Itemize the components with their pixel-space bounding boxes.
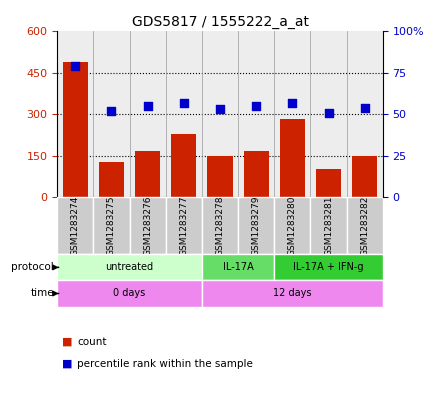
Bar [316,169,341,197]
Bar [274,197,311,254]
Bar [311,31,347,197]
Text: GSM1283278: GSM1283278 [216,196,224,256]
Text: ■: ■ [62,358,72,369]
Title: GDS5817 / 1555222_a_at: GDS5817 / 1555222_a_at [132,15,308,29]
Bar [202,31,238,197]
Bar [202,281,383,307]
Bar [99,162,124,197]
Bar [274,31,311,197]
Bar [207,156,233,197]
Bar [166,31,202,197]
Point [325,110,332,116]
Bar [57,197,93,254]
Text: untreated: untreated [106,263,154,272]
Text: percentile rank within the sample: percentile rank within the sample [77,358,253,369]
Point [108,108,115,114]
Bar [352,156,378,197]
Point [216,107,224,113]
Text: IL-17A: IL-17A [223,263,253,272]
Bar [202,254,274,281]
Text: GSM1283276: GSM1283276 [143,196,152,256]
Point [289,100,296,106]
Bar [135,151,160,197]
Bar [243,151,269,197]
Text: count: count [77,337,106,347]
Bar [238,31,274,197]
Bar [280,119,305,197]
Bar [93,31,129,197]
Text: GSM1283279: GSM1283279 [252,196,260,256]
Text: 0 days: 0 days [114,288,146,299]
Text: 12 days: 12 days [273,288,312,299]
Point [144,103,151,109]
Bar [311,197,347,254]
Text: GSM1283281: GSM1283281 [324,196,333,256]
Bar [62,62,88,197]
Bar [238,197,274,254]
Bar [274,254,383,281]
Text: protocol: protocol [11,263,54,272]
Point [72,63,79,70]
Text: time: time [30,288,54,299]
Bar [129,31,166,197]
Bar [57,31,93,197]
Point [180,100,187,106]
Point [253,103,260,109]
Text: GSM1283277: GSM1283277 [180,196,188,256]
Text: GSM1283282: GSM1283282 [360,196,369,256]
Text: ■: ■ [62,337,72,347]
Text: GSM1283280: GSM1283280 [288,196,297,256]
Bar [57,254,202,281]
Point [361,105,368,111]
Text: GSM1283275: GSM1283275 [107,196,116,256]
Text: GSM1283274: GSM1283274 [71,196,80,256]
Text: IL-17A + IFN-g: IL-17A + IFN-g [293,263,364,272]
Bar [347,31,383,197]
Bar [347,197,383,254]
Bar [129,197,166,254]
Bar [202,197,238,254]
Bar [166,197,202,254]
Bar [57,281,202,307]
Bar [171,134,197,197]
Bar [93,197,129,254]
